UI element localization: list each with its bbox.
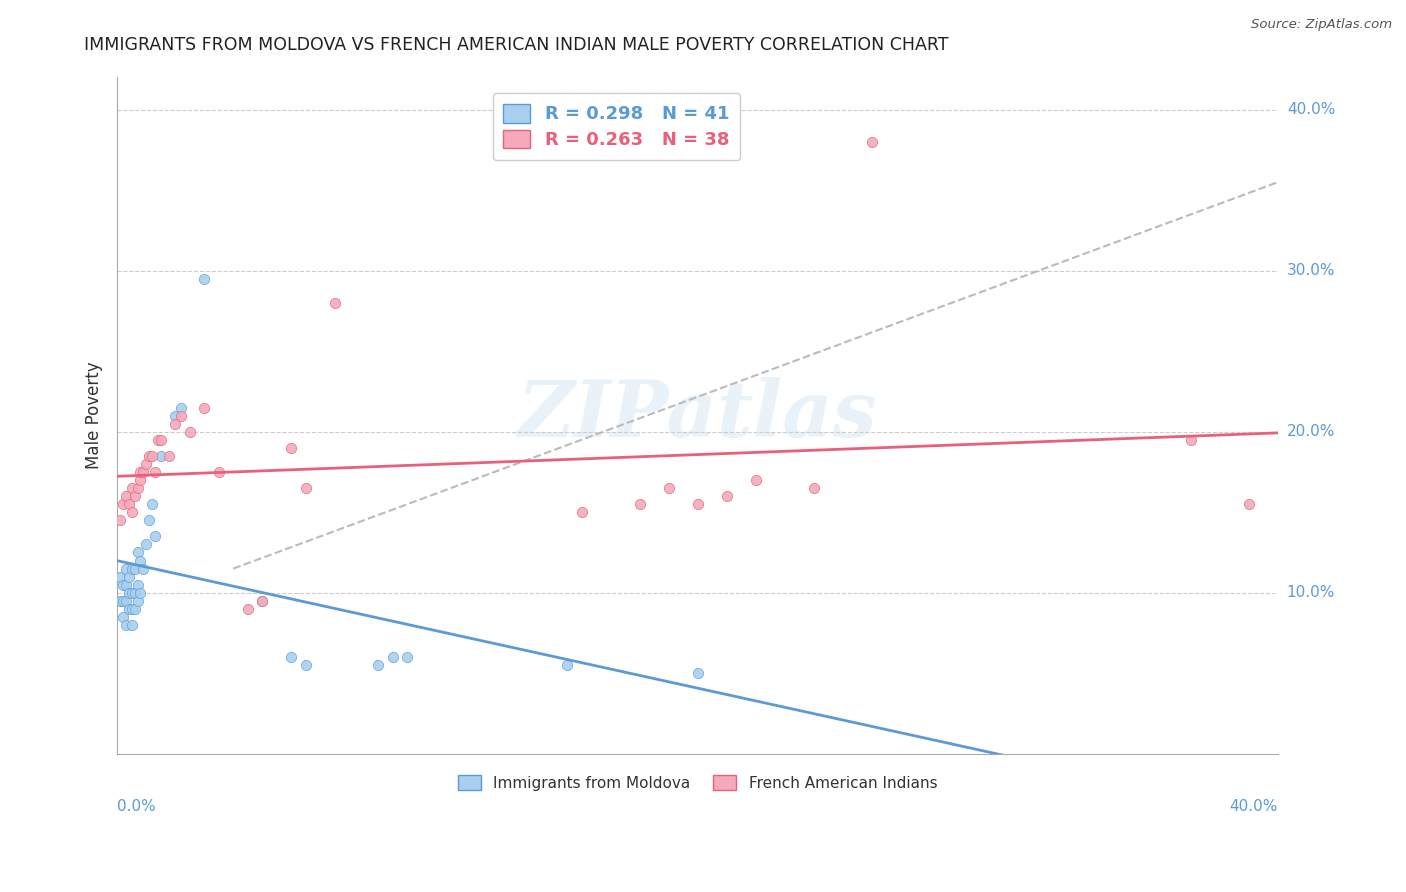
Point [252, 594, 274, 608]
Point [295, 481, 318, 495]
Point [323, 296, 346, 310]
Point [170, 401, 193, 415]
Point [138, 513, 160, 527]
Y-axis label: Male Poverty: Male Poverty [86, 362, 103, 469]
Point [149, 449, 172, 463]
Point [149, 433, 172, 447]
Text: Source: ZipAtlas.com: Source: ZipAtlas.com [1251, 18, 1392, 31]
Point [111, 577, 134, 591]
Point [108, 513, 131, 527]
Text: 10.0%: 10.0% [1286, 585, 1336, 600]
Point [159, 449, 181, 463]
Point [118, 602, 141, 616]
Point [124, 561, 146, 575]
Point [280, 650, 302, 665]
Point [118, 569, 141, 583]
Text: 30.0%: 30.0% [1286, 263, 1336, 278]
Point [555, 658, 578, 673]
Point [280, 441, 302, 455]
Point [121, 586, 143, 600]
Text: IMMIGRANTS FROM MOLDOVA VS FRENCH AMERICAN INDIAN MALE POVERTY CORRELATION CHART: IMMIGRANTS FROM MOLDOVA VS FRENCH AMERIC… [84, 36, 949, 54]
Point [115, 489, 138, 503]
Point [141, 449, 163, 463]
Point [141, 497, 163, 511]
Point [115, 577, 138, 591]
Point [124, 602, 146, 616]
Point [367, 658, 389, 673]
Point [686, 666, 709, 681]
Point [108, 594, 131, 608]
Point [121, 618, 143, 632]
Point [381, 650, 404, 665]
Point [252, 594, 274, 608]
Point [115, 561, 138, 575]
Point [111, 610, 134, 624]
Text: 20.0%: 20.0% [1286, 425, 1336, 439]
Point [146, 433, 169, 447]
Point [121, 561, 143, 575]
Point [111, 497, 134, 511]
Point [143, 465, 166, 479]
Point [193, 271, 215, 285]
Text: ZIPatlas: ZIPatlas [517, 377, 877, 454]
Point [143, 529, 166, 543]
Point [396, 650, 419, 665]
Point [129, 473, 152, 487]
Text: 40.0%: 40.0% [1286, 103, 1336, 117]
Point [803, 481, 825, 495]
Point [118, 586, 141, 600]
Point [124, 489, 146, 503]
Point [108, 569, 131, 583]
Point [179, 425, 201, 439]
Point [127, 577, 149, 591]
Point [135, 537, 157, 551]
Point [860, 135, 883, 149]
Point [1237, 497, 1260, 511]
Point [115, 618, 138, 632]
Point [716, 489, 738, 503]
Point [628, 497, 651, 511]
Point [111, 594, 134, 608]
Point [236, 602, 259, 616]
Point [127, 594, 149, 608]
Point [121, 602, 143, 616]
Point [127, 481, 149, 495]
Point [121, 505, 143, 519]
Text: 40.0%: 40.0% [1230, 799, 1278, 814]
Point [132, 465, 155, 479]
Point [686, 497, 709, 511]
Point [138, 449, 160, 463]
Point [208, 465, 231, 479]
Point [115, 594, 138, 608]
Point [658, 481, 681, 495]
Text: 0.0%: 0.0% [117, 799, 156, 814]
Point [135, 457, 157, 471]
Point [1180, 433, 1202, 447]
Point [193, 401, 215, 415]
Point [744, 473, 766, 487]
Point [127, 545, 149, 559]
Point [129, 465, 152, 479]
Point [129, 586, 152, 600]
Point [165, 417, 187, 431]
Point [121, 481, 143, 495]
Point [295, 658, 318, 673]
Point [165, 409, 187, 423]
Point [118, 497, 141, 511]
Point [132, 561, 155, 575]
Point [124, 586, 146, 600]
Legend: Immigrants from Moldova, French American Indians: Immigrants from Moldova, French American… [451, 769, 943, 797]
Point [170, 409, 193, 423]
Point [129, 553, 152, 567]
Point [571, 505, 593, 519]
